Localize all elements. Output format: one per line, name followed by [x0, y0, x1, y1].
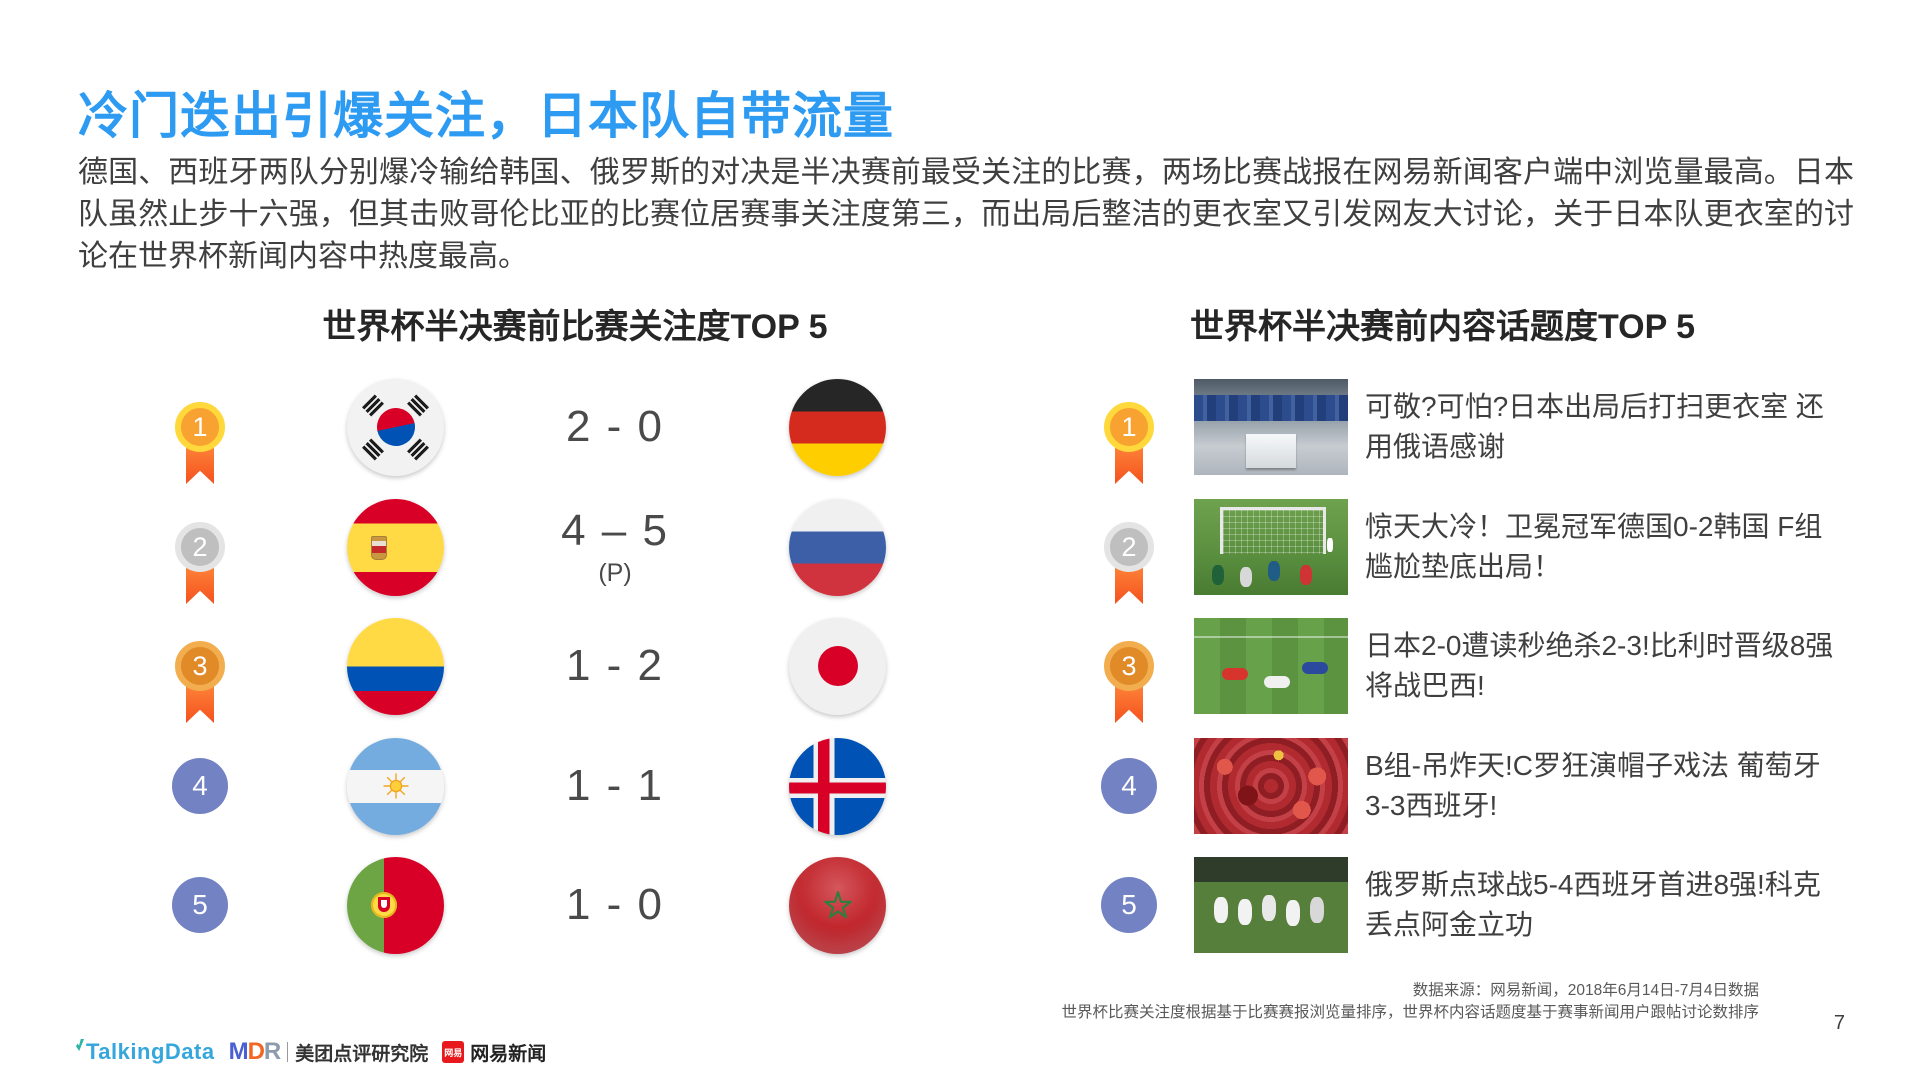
news-thumbnail-red-crowd — [1194, 738, 1348, 834]
rank-number: 5 — [1121, 889, 1137, 920]
topic-row-3: 3 日本2-0遭读秒绝杀2-3!比利时晋级8强将战巴西! — [1040, 610, 1900, 725]
topic-row-5: 5 俄罗斯点球战5-4西班牙首进8强!科克丢点阿金立功 — [1040, 849, 1900, 961]
news-headline: B组-吊炸天!C罗狂演帽子戏法 葡萄牙3-3西班牙! — [1365, 750, 1821, 821]
rank-number: 5 — [192, 889, 208, 920]
talkingdata-wordmark: TalkingData — [86, 1039, 215, 1064]
gold-medal-icon: 1 — [1104, 402, 1154, 486]
score-block: 2 - 0 — [470, 402, 760, 452]
rank-number: 1 — [192, 411, 208, 442]
news-headline: 惊天大冷！卫冕冠军德国0-2韩国 F组尴尬垫底出局！ — [1365, 511, 1823, 582]
trigram-icon — [407, 394, 429, 416]
mdr-wordmark: MDR — [228, 1038, 282, 1066]
score-block: 4 – 5 (P) — [470, 506, 760, 588]
score-block: 1 - 2 — [470, 641, 760, 691]
morocco-star-icon — [823, 891, 852, 919]
score-block: 1 - 0 — [470, 880, 760, 930]
match-row-5: 5 1 - 0 — [0, 849, 1000, 961]
trigram-icon — [362, 438, 384, 460]
match-score: 1 - 1 — [565, 761, 665, 810]
match-row-2: 2 4 – 5 (P) — [0, 491, 1000, 606]
talkingdata-tick-icon — [76, 1039, 84, 1051]
silver-medal-icon: 2 — [175, 522, 225, 606]
mdr-letter-r: R — [263, 1038, 281, 1065]
match-row-3: 3 1 - 2 — [0, 610, 1000, 725]
trigram-icon — [362, 394, 384, 416]
left-panel-title: 世界杯半决赛前比赛关注度TOP 5 — [322, 308, 828, 346]
news-thumbnail-goal-scene — [1194, 499, 1348, 595]
data-source-note: 数据来源：网易新闻，2018年6月14日-7月4日数据 世界杯比赛关注度根据基于… — [1061, 980, 1759, 1024]
netease-badge-icon: 网易 — [442, 1041, 465, 1063]
silver-medal-icon: 2 — [1104, 522, 1154, 606]
match-row-4: 4 1 - 1 — [0, 730, 1000, 842]
sun-of-may-icon — [383, 773, 408, 799]
colombia-flag-icon — [347, 617, 444, 715]
topic-row-1: 1 可敬?可怕?日本出局后打扫更衣室 还用俄语感谢 — [1040, 371, 1900, 486]
rank-number: 1 — [1121, 411, 1137, 442]
topic-row-4: 4 B组-吊炸天!C罗狂演帽子戏法 葡萄牙3-3西班牙! — [1040, 730, 1900, 842]
match-row-1: 1 2 - 0 — [0, 371, 1000, 486]
intro-paragraph: 德国、西班牙两队分别爆冷输给韩国、俄罗斯的对决是半决赛前最受关注的比赛，两场比赛… — [78, 156, 1854, 273]
netease-news-logo: 网易 网易新闻 — [442, 1039, 546, 1066]
gold-medal-icon: 1 — [175, 402, 225, 486]
meituan-research-label: 美团点评研究院 — [295, 1043, 429, 1065]
bronze-medal-icon: 3 — [1104, 641, 1154, 725]
morocco-flag-icon — [789, 856, 886, 954]
spain-flag-icon — [347, 498, 444, 596]
spain-crest-icon — [371, 535, 387, 560]
rank-circle-icon: 5 — [172, 877, 228, 933]
page-title: 冷门迭出引爆关注，日本队自带流量 — [78, 88, 894, 144]
japan-flag-icon — [789, 617, 886, 715]
bronze-medal-icon: 3 — [175, 641, 225, 725]
iceland-flag-icon — [789, 737, 886, 835]
rank-number: 3 — [1121, 650, 1137, 681]
match-score: 1 - 2 — [565, 641, 665, 690]
germany-flag-icon — [789, 378, 886, 476]
talkingdata-logo: TalkingData — [76, 1039, 215, 1065]
taegeuk-icon — [372, 404, 419, 450]
argentina-flag-icon — [347, 737, 444, 835]
penalty-note: (P) — [598, 559, 632, 587]
portugal-flag-icon — [347, 856, 444, 954]
south-korea-flag-icon — [347, 378, 444, 476]
russia-flag-icon — [789, 498, 886, 596]
topic-row-2: 2 惊天大冷！卫冕冠军德国0-2韩国 F组尴尬垫底出局！ — [1040, 491, 1900, 606]
rank-circle-icon: 4 — [172, 758, 228, 814]
news-headline: 俄罗斯点球战5-4西班牙首进8强!科克丢点阿金立功 — [1365, 869, 1821, 940]
rank-number: 4 — [1121, 770, 1137, 801]
portugal-crest-icon — [371, 892, 397, 918]
source-line-1: 数据来源：网易新闻，2018年6月14日-7月4日数据 — [1412, 982, 1759, 999]
logo-divider — [287, 1042, 289, 1062]
rank-number: 2 — [1121, 531, 1137, 562]
rank-circle-icon: 4 — [1101, 758, 1157, 814]
mdr-letter-d: D — [247, 1038, 265, 1065]
match-score: 2 - 0 — [565, 402, 665, 451]
news-headline: 日本2-0遭读秒绝杀2-3!比利时晋级8强将战巴西! — [1365, 630, 1834, 701]
mdr-letter-m: M — [228, 1038, 249, 1065]
page-number: 7 — [1833, 1012, 1845, 1034]
match-score: 4 – 5 — [561, 506, 669, 555]
footer-logos: TalkingData MDR 美团点评研究院 网易 网易新闻 — [76, 1038, 546, 1066]
netease-news-label: 网易新闻 — [470, 1043, 547, 1065]
trigram-icon — [407, 438, 429, 460]
match-score: 1 - 0 — [565, 880, 665, 929]
news-thumbnail-locker-room — [1194, 379, 1348, 475]
news-headline: 可敬?可怕?日本出局后打扫更衣室 还用俄语感谢 — [1365, 391, 1824, 462]
japan-sun-disc-icon — [817, 646, 858, 686]
score-block: 1 - 1 — [470, 761, 760, 811]
right-panel-title: 世界杯半决赛前内容话题度TOP 5 — [1189, 308, 1696, 346]
news-thumbnail-celebration — [1194, 857, 1348, 953]
source-line-2: 世界杯比赛关注度根据基于比赛赛报浏览量排序，世界杯内容话题度基于赛事新闻用户跟帖… — [1061, 1004, 1759, 1021]
meituan-dianping-logo: MDR 美团点评研究院 — [229, 1038, 429, 1066]
rank-circle-icon: 5 — [1101, 877, 1157, 933]
rank-number: 3 — [192, 650, 208, 681]
rank-number: 4 — [192, 770, 208, 801]
news-thumbnail-players-pitch — [1194, 618, 1348, 714]
rank-number: 2 — [192, 531, 208, 562]
